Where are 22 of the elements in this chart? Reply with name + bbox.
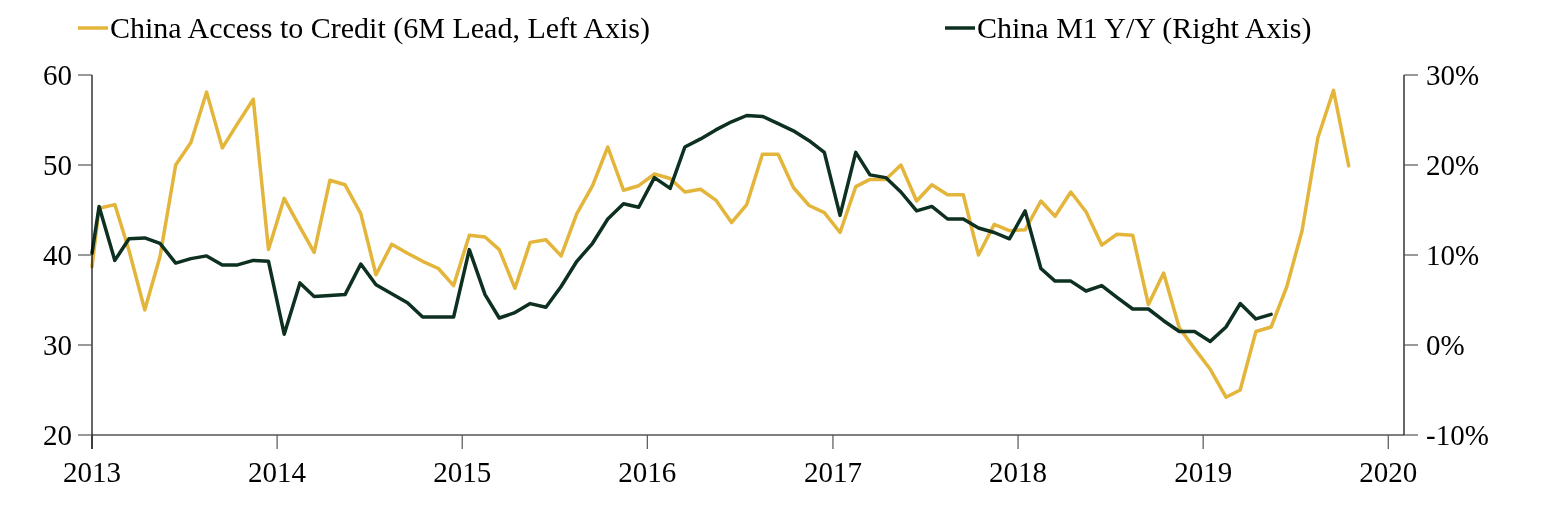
x-tick-label: 2019 xyxy=(1174,456,1233,488)
x-tick-label: 2014 xyxy=(248,456,307,488)
legend-label: China Access to Credit (6M Lead, Left Axis) xyxy=(110,11,650,45)
y2-tick-label: 30% xyxy=(1426,59,1480,92)
line-series xyxy=(90,113,1273,344)
x-tick-label: 2013 xyxy=(63,456,121,488)
line-series xyxy=(90,88,1351,399)
y2-tick-label: 0% xyxy=(1426,329,1465,362)
y2-tick-label: 20% xyxy=(1426,149,1480,182)
y-tick-label: 60 xyxy=(43,59,72,92)
x-tick-label: 2017 xyxy=(803,456,862,488)
y-tick-label: 40 xyxy=(43,239,72,272)
legend-label: China M1 Y/Y (Right Axis) xyxy=(977,11,1312,45)
y-tick-label: 50 xyxy=(43,149,72,182)
x-tick-label: 2015 xyxy=(433,456,492,488)
y-tick-label: 30 xyxy=(43,329,72,362)
x-tick-label: 2016 xyxy=(618,456,677,488)
x-tick-label: 2020 xyxy=(1359,456,1418,488)
y2-tick-label: 10% xyxy=(1426,239,1480,272)
y-tick-label: 20 xyxy=(43,419,72,452)
x-tick-label: 2018 xyxy=(989,456,1048,488)
y2-tick-label: -10% xyxy=(1426,419,1489,452)
